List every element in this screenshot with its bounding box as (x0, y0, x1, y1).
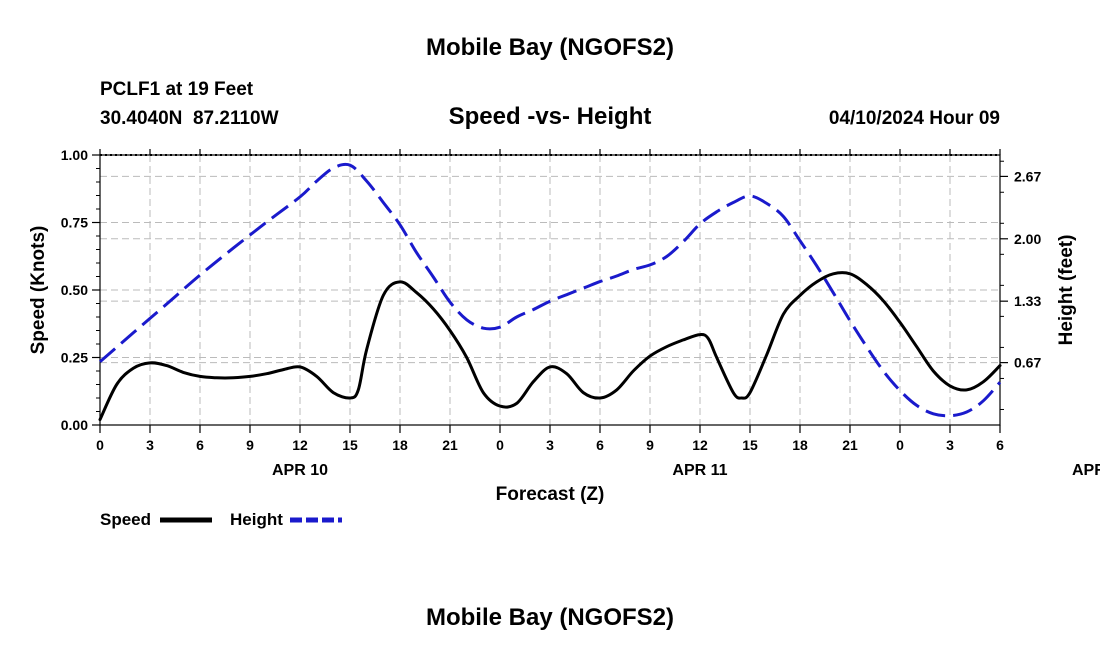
grid (100, 155, 1000, 425)
x-tick-label: 0 (896, 437, 904, 453)
station-label: PCLF1 at 19 Feet (100, 79, 254, 100)
x-tick-label: 0 (96, 437, 104, 453)
x-tick-label: 9 (646, 437, 654, 453)
y-right-tick-label: 2.00 (1014, 231, 1041, 247)
y-right-tick-label: 0.67 (1014, 355, 1041, 371)
x-tick-label: 21 (442, 437, 458, 453)
x-tick-label: 6 (196, 437, 204, 453)
y-right-tick-label: 2.67 (1014, 168, 1041, 184)
x-tick-label: 15 (742, 437, 758, 453)
x-tick-label: 6 (996, 437, 1004, 453)
y-left-tick-label: 1.00 (61, 147, 88, 163)
x-axis-title: Forecast (Z) (496, 484, 605, 505)
x-date-label: APR 12 (1072, 462, 1100, 479)
x-date-label: APR 10 (272, 462, 328, 479)
x-tick-label: 12 (292, 437, 308, 453)
x-tick-label: 3 (546, 437, 554, 453)
x-tick-label: 21 (842, 437, 858, 453)
x-tick-label: 3 (946, 437, 954, 453)
main-title: Mobile Bay (NGOFS2) (426, 34, 674, 61)
x-tick-label: 12 (692, 437, 708, 453)
y-left-tick-label: 0.25 (61, 350, 88, 366)
y-right-tick-label: 1.33 (1014, 293, 1041, 309)
y-left-tick-label: 0.00 (61, 417, 88, 433)
x-tick-label: 0 (496, 437, 504, 453)
x-tick-label: 18 (792, 437, 808, 453)
series (98, 162, 1002, 422)
x-tick-label: 6 (596, 437, 604, 453)
coordinates-label: 30.4040N 87.2110W (100, 108, 279, 129)
x-tick-label: 18 (392, 437, 408, 453)
y-left-axis-title: Speed (Knots) (28, 226, 49, 355)
forecast-datetime: 04/10/2024 Hour 09 (829, 108, 1000, 129)
x-tick-label: 15 (342, 437, 358, 453)
legend-height-label: Height (230, 510, 283, 529)
x-tick-label: 3 (146, 437, 154, 453)
y-right-axis-title: Height (feet) (1056, 235, 1077, 346)
y-left-tick-label: 0.75 (61, 215, 88, 231)
chart-subtitle: Speed -vs- Height (449, 103, 652, 130)
legend: Speed Height (100, 510, 342, 529)
speed-series-line (98, 271, 1002, 422)
x-tick-label: 9 (246, 437, 254, 453)
y-left-tick-label: 0.50 (61, 282, 88, 298)
height-series-line (99, 162, 1002, 418)
footer-title: Mobile Bay (NGOFS2) (426, 604, 674, 631)
legend-speed-label: Speed (100, 510, 151, 529)
axes: 0 3 6 9 12 15 18 21 0 3 6 9 12 15 18 21 0 3 6 APR 10 APR 11 A… (61, 147, 1100, 479)
x-date-label: APR 11 (672, 462, 727, 479)
